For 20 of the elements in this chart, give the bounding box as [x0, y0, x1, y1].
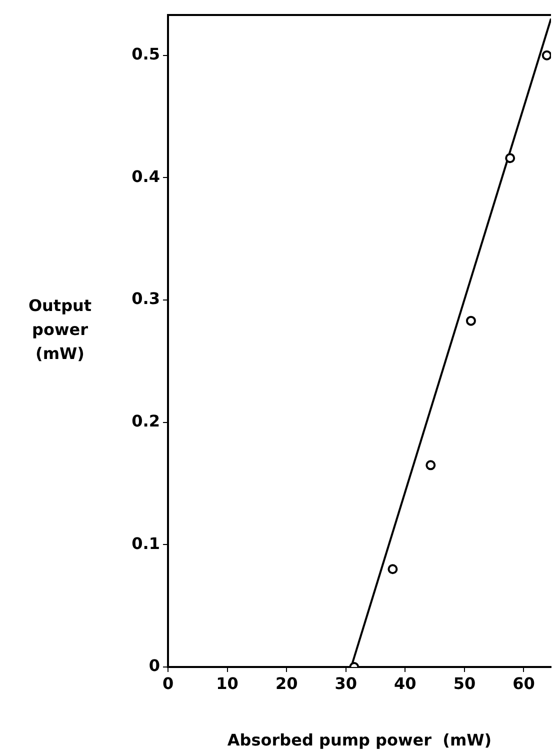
point [388, 564, 398, 574]
x-tick-label: 20 [275, 674, 298, 693]
y-axis-title: Output power (mW) [28, 296, 92, 364]
x-tick-label: 50 [453, 674, 476, 693]
point [426, 460, 436, 470]
point [505, 153, 516, 164]
x-axis-title: Absorbed pump power (mW) [227, 730, 492, 750]
x-tick-label: 60 [512, 674, 535, 693]
y-tick-label: 0.4 [132, 166, 160, 186]
point [542, 50, 551, 60]
y-tick-label: 0.2 [132, 412, 160, 431]
x-tick-label: 10 [216, 674, 238, 693]
y-tick-label: 0.3 [132, 289, 160, 308]
x-tick-label: 40 [394, 674, 416, 693]
x-tick-label: 0 [162, 674, 174, 693]
x-tick-label: 30 [334, 674, 357, 693]
y-tick-label: 0.1 [132, 534, 160, 553]
y-tick-label: 0.5 [132, 44, 160, 64]
y-tick-label: 0 [148, 656, 160, 676]
point [466, 316, 476, 326]
